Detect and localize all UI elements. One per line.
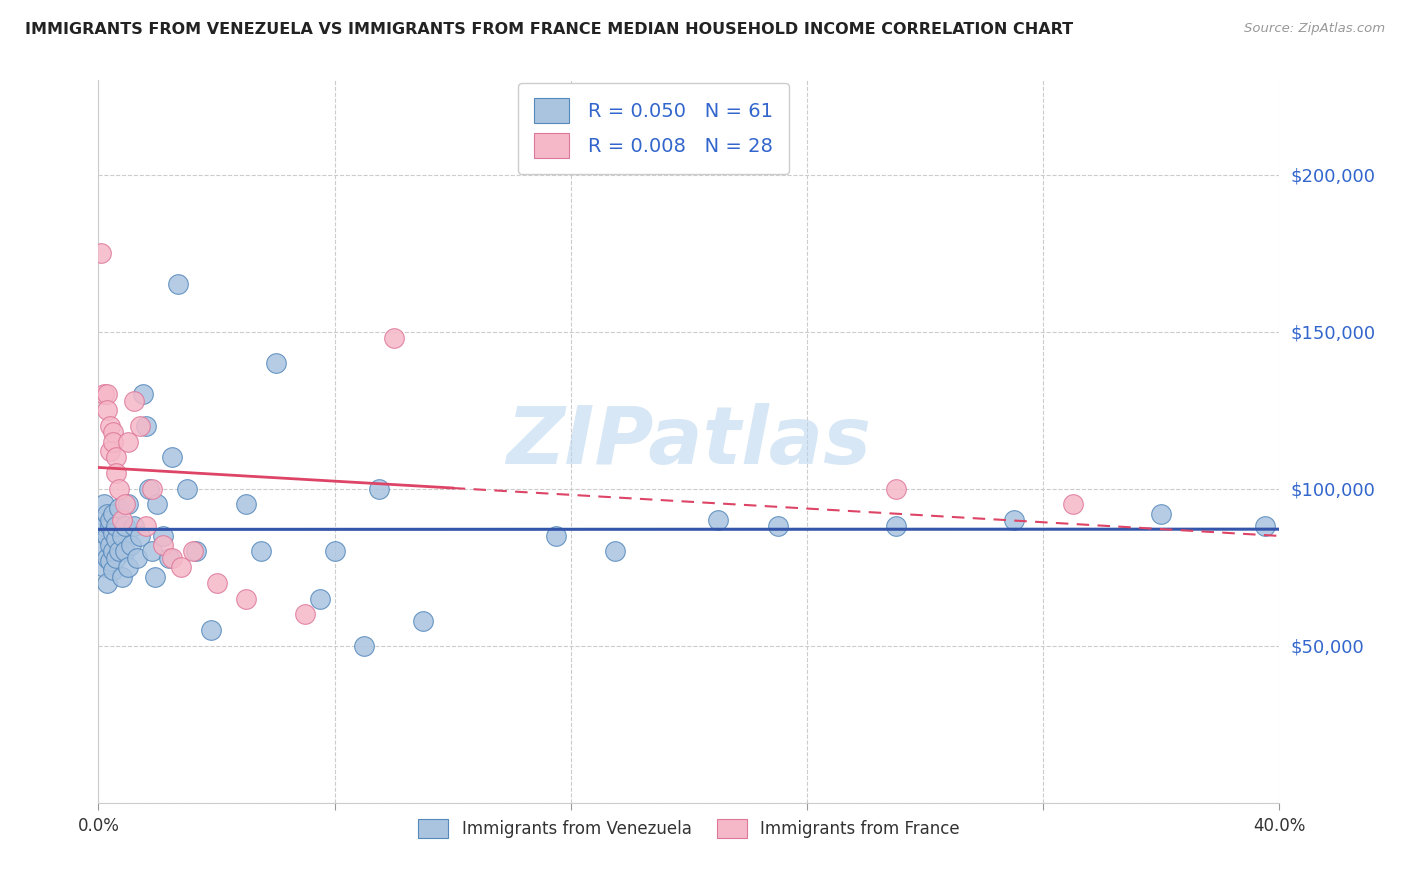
Point: [167, 277, 190, 292]
Point: [111, 513, 134, 527]
Point: [117, 434, 139, 449]
Point: [323, 544, 346, 558]
Point: [105, 550, 128, 565]
Point: [884, 519, 907, 533]
Point: [98, 538, 121, 552]
Legend: Immigrants from Venezuela, Immigrants from France: Immigrants from Venezuela, Immigrants fr…: [412, 813, 966, 845]
Point: [93, 560, 115, 574]
Point: [146, 497, 169, 511]
Point: [93, 387, 115, 401]
Point: [1002, 513, 1025, 527]
Point: [105, 450, 128, 465]
Point: [162, 550, 183, 565]
Point: [125, 550, 148, 565]
Point: [108, 482, 131, 496]
Point: [162, 450, 183, 465]
Point: [138, 482, 160, 496]
Text: IMMIGRANTS FROM VENEZUELA VS IMMIGRANTS FROM FRANCE MEDIAN HOUSEHOLD INCOME CORR: IMMIGRANTS FROM VENEZUELA VS IMMIGRANTS …: [25, 22, 1073, 37]
Point: [98, 418, 121, 433]
Point: [105, 532, 128, 546]
Point: [98, 554, 121, 568]
Point: [96, 387, 118, 401]
Text: Source: ZipAtlas.com: Source: ZipAtlas.com: [1244, 22, 1385, 36]
Point: [184, 544, 207, 558]
Point: [412, 614, 434, 628]
Point: [143, 569, 166, 583]
Point: [103, 507, 125, 521]
Point: [111, 569, 134, 583]
Point: [382, 331, 405, 345]
Point: [157, 550, 180, 565]
Point: [120, 538, 142, 552]
Point: [105, 466, 128, 480]
Point: [93, 497, 115, 511]
Point: [90, 544, 112, 558]
Point: [117, 497, 139, 511]
Point: [176, 482, 198, 496]
Point: [96, 550, 118, 565]
Point: [111, 529, 134, 543]
Point: [108, 500, 131, 515]
Point: [605, 544, 627, 558]
Point: [96, 529, 118, 543]
Point: [170, 560, 193, 574]
Point: [98, 513, 121, 527]
Point: [766, 519, 789, 533]
Point: [122, 519, 145, 533]
Point: [135, 519, 157, 533]
Point: [152, 529, 174, 543]
Point: [128, 529, 150, 543]
Point: [90, 523, 112, 537]
Point: [103, 425, 125, 439]
Point: [309, 591, 332, 606]
Point: [96, 403, 118, 417]
Point: [707, 513, 730, 527]
Point: [141, 482, 163, 496]
Point: [1062, 497, 1084, 511]
Point: [181, 544, 204, 558]
Point: [884, 482, 907, 496]
Point: [98, 519, 121, 533]
Point: [114, 544, 136, 558]
Text: ZIPatlas: ZIPatlas: [506, 402, 872, 481]
Point: [103, 434, 125, 449]
Point: [141, 544, 163, 558]
Point: [98, 444, 121, 458]
Point: [264, 356, 287, 370]
Point: [368, 482, 391, 496]
Point: [103, 544, 125, 558]
Point: [96, 575, 118, 590]
Point: [205, 575, 228, 590]
Point: [117, 560, 139, 574]
Point: [135, 418, 157, 433]
Point: [132, 387, 155, 401]
Point: [90, 246, 112, 260]
Point: [114, 519, 136, 533]
Point: [103, 563, 125, 577]
Point: [1254, 519, 1277, 533]
Point: [114, 497, 136, 511]
Point: [250, 544, 273, 558]
Point: [108, 544, 131, 558]
Point: [93, 519, 115, 533]
Point: [128, 418, 150, 433]
Point: [235, 497, 257, 511]
Point: [235, 591, 257, 606]
Point: [200, 623, 222, 637]
Point: [1150, 507, 1173, 521]
Point: [122, 393, 145, 408]
Point: [152, 538, 174, 552]
Point: [103, 525, 125, 540]
Point: [353, 639, 375, 653]
Point: [105, 519, 128, 533]
Point: [96, 507, 118, 521]
Point: [546, 529, 568, 543]
Point: [294, 607, 316, 622]
